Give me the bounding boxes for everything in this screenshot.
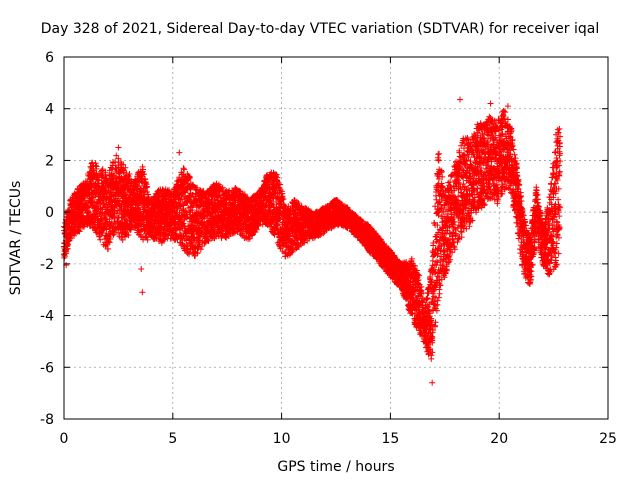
- data-point: [120, 161, 127, 168]
- data-point: [92, 162, 99, 169]
- data-point: [99, 167, 106, 174]
- data-point: [120, 167, 127, 174]
- data-point: [125, 232, 132, 239]
- data-point: [95, 213, 102, 220]
- data-point: [84, 204, 91, 211]
- data-point: [95, 177, 102, 184]
- data-point: [119, 236, 126, 243]
- data-points: [60, 96, 564, 386]
- data-point: [65, 238, 72, 245]
- data-point: [97, 236, 104, 243]
- data-point: [99, 230, 106, 237]
- data-point: [126, 170, 133, 177]
- data-point: [107, 196, 114, 203]
- chart-title: Day 328 of 2021, Sidereal Day-to-day VTE…: [41, 21, 599, 37]
- data-point: [99, 166, 106, 173]
- data-point: [108, 220, 115, 227]
- data-point: [103, 226, 110, 233]
- data-point: [61, 252, 68, 259]
- data-point: [110, 231, 117, 238]
- data-point: [105, 246, 112, 253]
- data-point: [76, 228, 83, 235]
- data-point: [125, 172, 132, 179]
- data-point: [101, 200, 108, 207]
- data-point: [86, 220, 93, 227]
- data-point: [103, 242, 110, 249]
- data-point: [122, 164, 129, 171]
- data-point: [106, 239, 113, 246]
